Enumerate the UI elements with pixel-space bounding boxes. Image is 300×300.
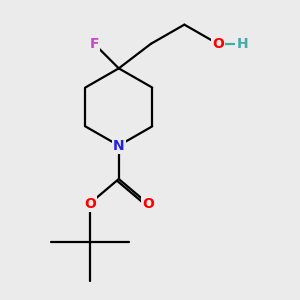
Text: F: F [89, 37, 99, 51]
Text: O: O [84, 196, 96, 211]
Text: O: O [212, 37, 224, 51]
Text: O: O [142, 196, 154, 211]
Text: H: H [236, 37, 248, 51]
Text: N: N [113, 139, 124, 152]
